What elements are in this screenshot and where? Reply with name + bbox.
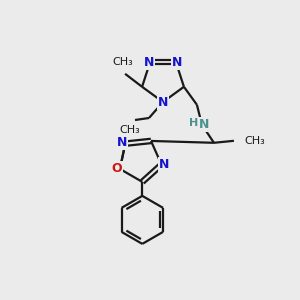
Text: N: N — [117, 136, 128, 149]
Text: N: N — [199, 118, 209, 131]
Text: N: N — [172, 56, 182, 69]
Text: N: N — [144, 56, 154, 69]
Text: CH₃: CH₃ — [244, 136, 265, 146]
Text: H: H — [189, 118, 199, 128]
Text: CH₃: CH₃ — [120, 125, 140, 135]
Text: N: N — [158, 95, 168, 109]
Text: O: O — [112, 162, 122, 176]
Text: N: N — [159, 158, 170, 171]
Text: CH₃: CH₃ — [113, 57, 134, 67]
